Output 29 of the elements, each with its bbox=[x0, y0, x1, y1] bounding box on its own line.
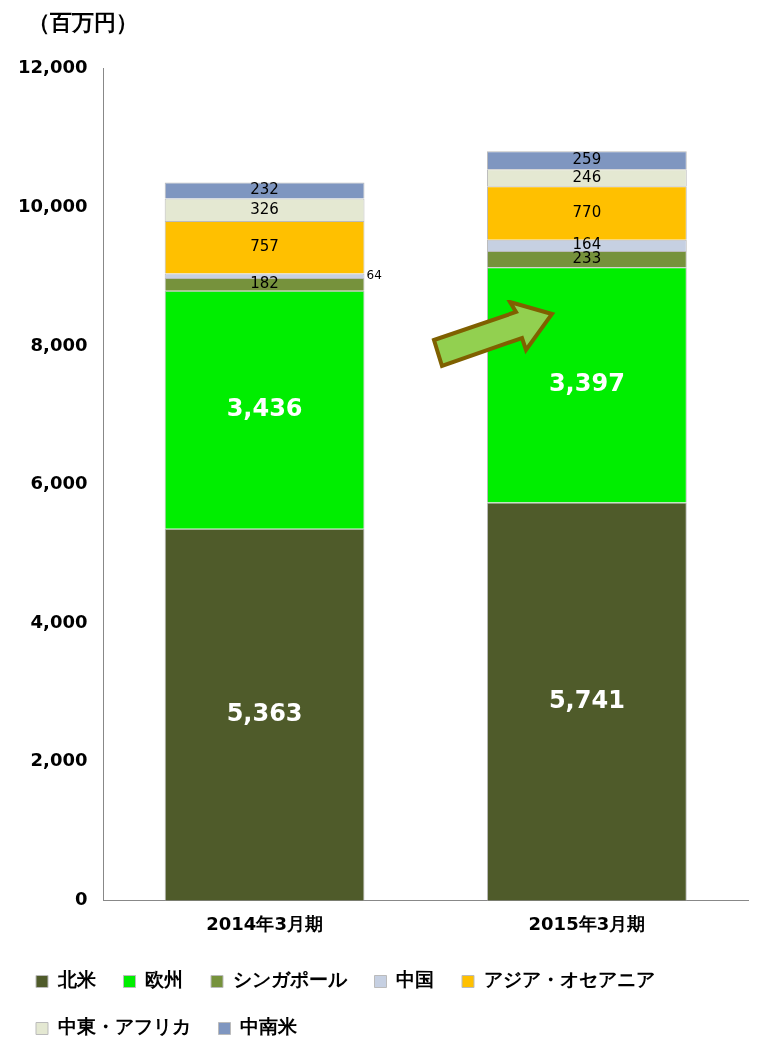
y-tick-label: 6,000 bbox=[30, 472, 88, 494]
y-tick-label: 4,000 bbox=[30, 610, 88, 632]
legend-label: 中東・アフリカ bbox=[57, 1015, 191, 1038]
legend-label: 北米 bbox=[56, 968, 97, 991]
data-label: 770 bbox=[572, 202, 602, 221]
x-tick-label: 2014年3月期 bbox=[206, 912, 323, 934]
x-tick-label: 2015年3月期 bbox=[528, 912, 646, 934]
data-label: 5,363 bbox=[226, 698, 303, 727]
y-tick-label: 10,000 bbox=[17, 195, 88, 217]
data-label: 3,397 bbox=[548, 369, 625, 398]
data-label: 5,741 bbox=[548, 685, 625, 714]
data-label: 182 bbox=[250, 274, 279, 293]
legend-label: 中国 bbox=[396, 968, 434, 991]
y-axis-title: （百万円） bbox=[27, 9, 139, 37]
data-label: 326 bbox=[250, 199, 279, 218]
y-tick-label: 2,000 bbox=[30, 749, 88, 771]
data-label: 3,436 bbox=[226, 393, 303, 422]
y-tick-label: 12,000 bbox=[17, 56, 88, 78]
y-tick-label: 8,000 bbox=[30, 333, 88, 355]
data-label: 232 bbox=[250, 180, 279, 199]
data-label: 757 bbox=[250, 237, 279, 256]
legend-label: 中南米 bbox=[240, 1015, 298, 1038]
data-label: 259 bbox=[572, 150, 602, 169]
legend-label: シンガポール bbox=[232, 968, 348, 991]
legend-label: 欧州 bbox=[145, 968, 183, 991]
legend-label: アジア・オセアニア bbox=[483, 968, 655, 991]
data-label: 246 bbox=[572, 167, 602, 186]
data-label: 64 bbox=[366, 267, 382, 282]
y-tick-label: 0 bbox=[74, 888, 88, 910]
